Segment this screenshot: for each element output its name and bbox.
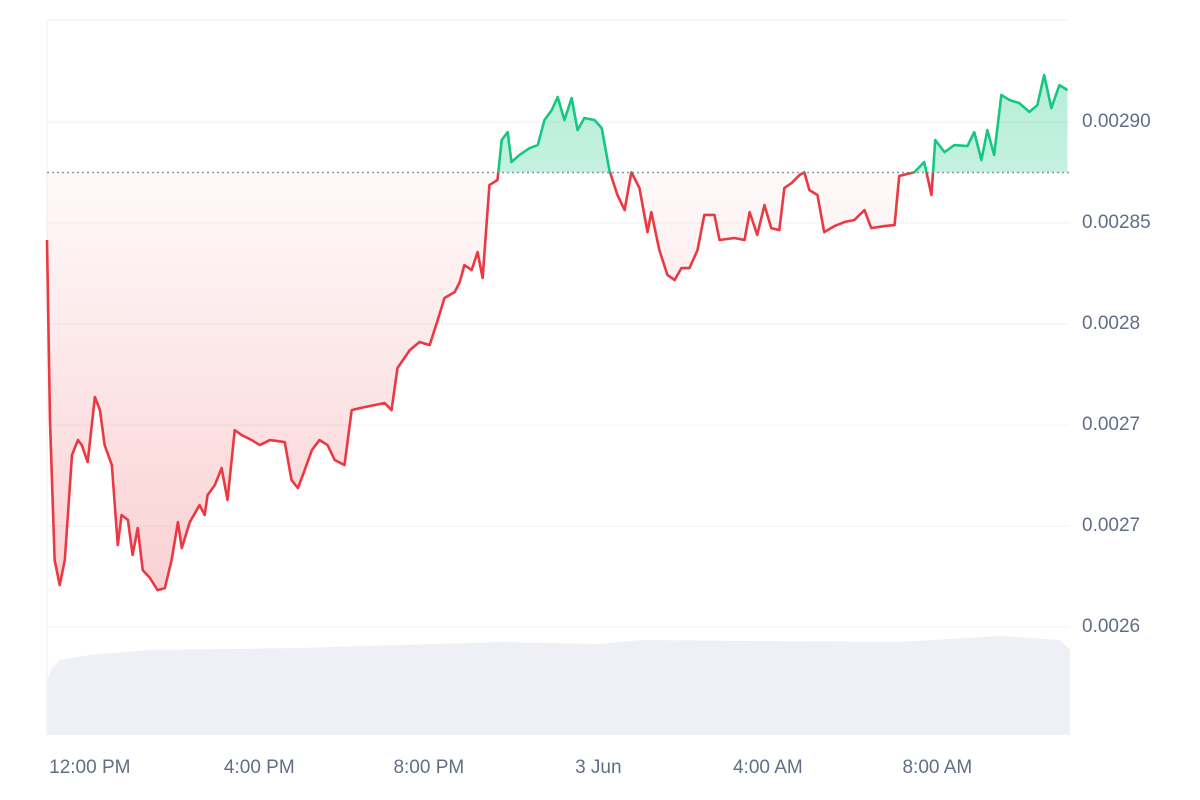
x-tick-label: 8:00 AM bbox=[902, 757, 972, 778]
price-area bbox=[47, 74, 1068, 591]
y-tick-label: 0.0027 bbox=[1082, 515, 1140, 536]
y-tick-label: 0.0027 bbox=[1082, 414, 1140, 435]
price-line bbox=[45, 73, 1069, 592]
y-tick-label: 0.0028 bbox=[1082, 313, 1140, 334]
y-tick-label: 0.0026 bbox=[1082, 616, 1140, 637]
y-tick-label: 0.00285 bbox=[1082, 212, 1151, 233]
x-tick-label: 4:00 AM bbox=[733, 757, 803, 778]
plot bbox=[45, 73, 1070, 592]
x-tick-label: 4:00 PM bbox=[224, 757, 295, 778]
volume-band bbox=[47, 636, 1070, 735]
x-tick-label: 12:00 PM bbox=[49, 757, 130, 778]
x-tick-label: 8:00 PM bbox=[393, 757, 464, 778]
x-tick-label: 3 Jun bbox=[575, 757, 621, 778]
y-tick-label: 0.00290 bbox=[1082, 111, 1151, 132]
